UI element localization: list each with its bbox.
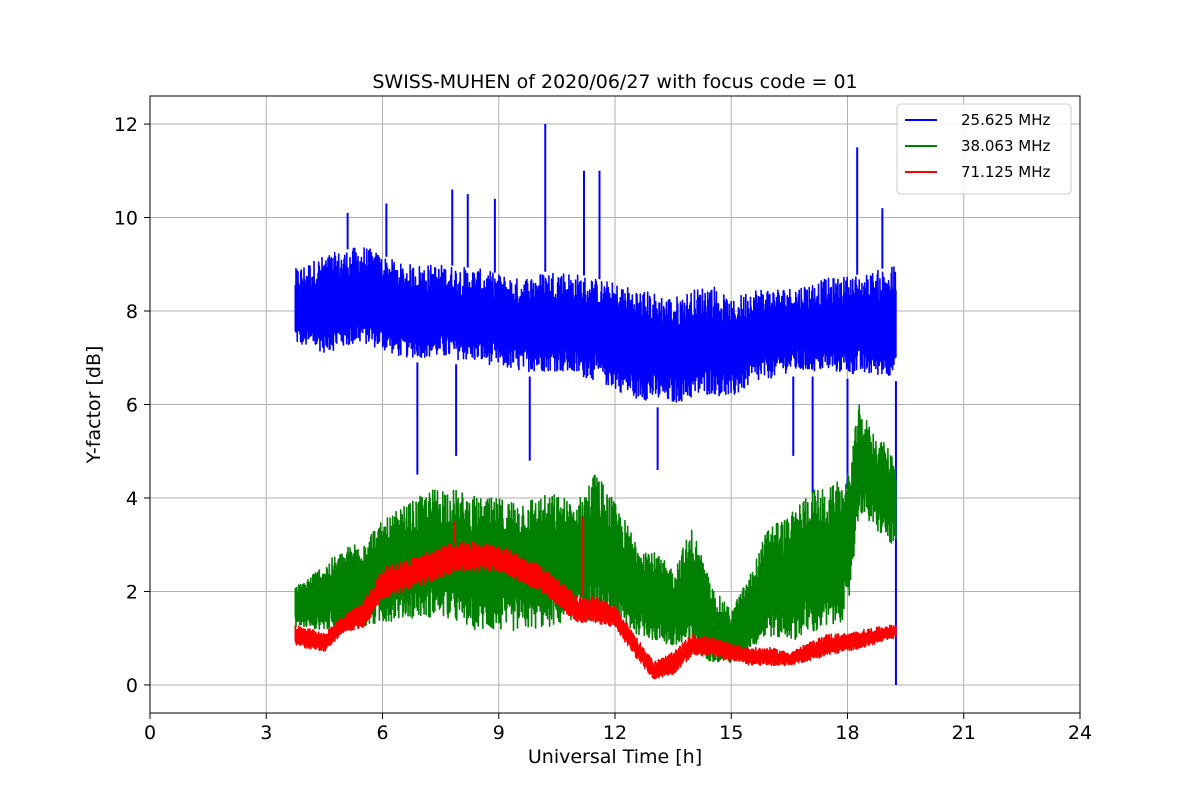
series-line [294,247,897,403]
x-tick-label: 24 [1068,722,1092,744]
x-tick-label: 6 [376,722,388,744]
legend-label: 71.125 MHz [961,163,1050,181]
x-axis-ticks: 0 3 6 9 12 15 18 21 24 [144,713,1092,744]
series-line [294,539,897,680]
x-tick-label: 12 [603,722,627,744]
y-tick-label: 4 [126,488,138,510]
x-tick-label: 15 [719,722,743,744]
legend-box [896,103,1072,195]
x-tick-label: 3 [260,722,272,744]
y-tick-label: 6 [126,395,138,417]
x-tick-label: 0 [144,722,156,744]
series-line [294,404,897,663]
y-axis-title: Y-factor [dB] [83,346,105,465]
y-tick-label: 8 [126,301,138,323]
y-tick-label: 2 [126,581,138,603]
x-tick-label: 21 [952,722,976,744]
x-tick-label: 18 [835,722,859,744]
legend-label: 38.063 MHz [961,137,1050,155]
x-axis-title: Universal Time [h] [528,746,702,768]
y-tick-label: 12 [114,114,138,136]
y-tick-label: 0 [126,675,138,697]
y-axis-ticks: 0 2 4 6 8 10 12 [114,114,150,697]
series-2 [294,404,897,663]
chart-title: SWISS-MUHEN of 2020/06/27 with focus cod… [372,71,857,93]
y-tick-label: 10 [114,208,138,230]
legend: 25.625 MHz 38.063 MHz 71.125 MHz [896,103,1072,195]
x-tick-label: 9 [493,722,505,744]
series-3 [294,516,897,680]
legend-label: 25.625 MHz [961,111,1050,129]
series-group [294,124,897,685]
